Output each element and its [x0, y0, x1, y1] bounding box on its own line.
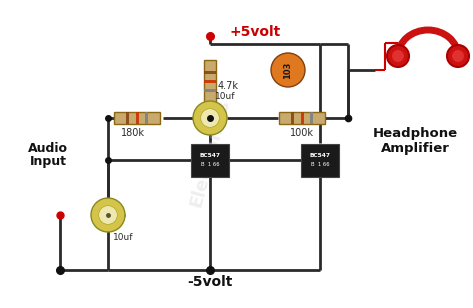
- Text: -5volt: -5volt: [187, 275, 233, 289]
- Text: Audio: Audio: [28, 141, 68, 155]
- Bar: [279, 112, 325, 124]
- Bar: [135, 112, 139, 124]
- Text: BC547: BC547: [200, 152, 220, 157]
- Bar: [144, 112, 148, 124]
- Bar: [204, 88, 216, 91]
- Text: 180k: 180k: [121, 128, 145, 138]
- Text: Headphone: Headphone: [372, 127, 457, 140]
- Text: Electronics: Electronics: [187, 97, 233, 209]
- Bar: [191, 144, 229, 176]
- Text: 10uf: 10uf: [215, 91, 236, 100]
- Bar: [204, 60, 216, 102]
- Bar: [204, 71, 216, 74]
- Circle shape: [91, 198, 125, 232]
- Text: 4.7k: 4.7k: [218, 81, 239, 91]
- Text: BC547: BC547: [309, 152, 331, 157]
- Bar: [125, 112, 129, 124]
- Circle shape: [392, 50, 404, 62]
- Bar: [301, 144, 339, 176]
- Bar: [300, 112, 304, 124]
- Text: B  1 66: B 1 66: [311, 161, 329, 167]
- Text: Amplifier: Amplifier: [381, 141, 449, 155]
- Circle shape: [387, 45, 409, 67]
- Circle shape: [271, 53, 305, 87]
- Text: 103: 103: [283, 61, 292, 79]
- Text: 100k: 100k: [290, 128, 314, 138]
- Circle shape: [447, 45, 469, 67]
- Circle shape: [452, 50, 464, 62]
- Circle shape: [99, 206, 117, 224]
- Text: B  1 66: B 1 66: [201, 161, 219, 167]
- Text: Input: Input: [29, 155, 67, 168]
- Circle shape: [193, 101, 227, 135]
- Text: 10uf: 10uf: [113, 233, 133, 241]
- Bar: [290, 112, 294, 124]
- Bar: [204, 79, 216, 83]
- Circle shape: [201, 109, 219, 127]
- Bar: [309, 112, 313, 124]
- Bar: [114, 112, 160, 124]
- Text: +5volt: +5volt: [229, 25, 280, 39]
